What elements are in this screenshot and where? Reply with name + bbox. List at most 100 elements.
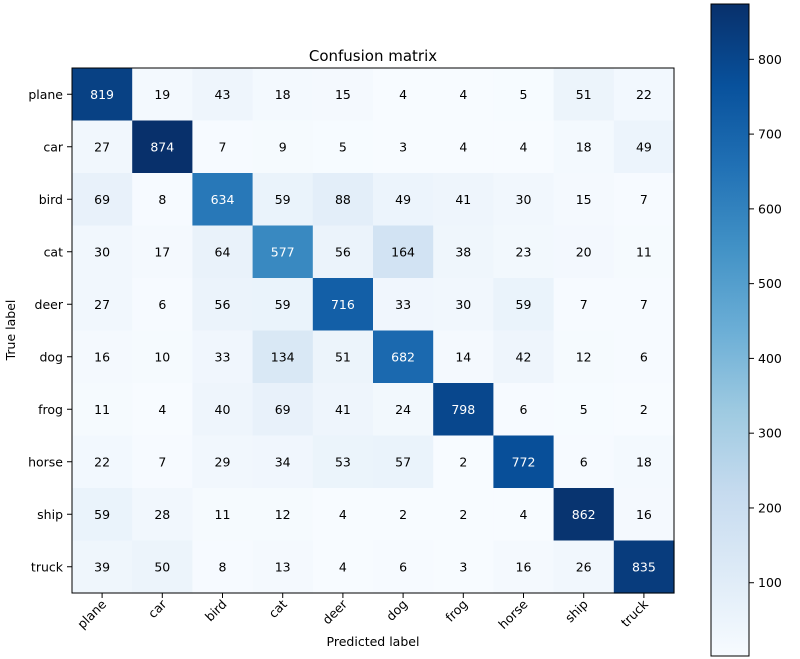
cell-value-label: 3 <box>459 559 467 574</box>
cell-value-label: 7 <box>158 454 166 469</box>
heatmap-cell <box>72 68 133 122</box>
cell-value-label: 69 <box>275 402 291 417</box>
heatmap-cell <box>252 330 314 384</box>
heatmap-cell <box>312 488 374 542</box>
heatmap-cell <box>373 383 434 437</box>
y-tick-label: cat <box>44 244 64 259</box>
heatmap-cell <box>493 173 555 227</box>
x-tick-label: horse <box>495 596 531 632</box>
cell-value-label: 59 <box>94 507 110 522</box>
cell-value-label: 11 <box>636 244 652 259</box>
cell-value-label: 18 <box>576 139 592 154</box>
cell-value-label: 2 <box>640 402 648 417</box>
cell-value-label: 7 <box>640 297 648 312</box>
cell-value-label: 6 <box>520 402 528 417</box>
heatmap-cell <box>613 173 675 227</box>
heatmap-cell <box>192 435 254 489</box>
heatmap-cell <box>613 488 675 542</box>
y-tick-label: dog <box>39 349 63 364</box>
heatmap-cell <box>132 540 193 594</box>
heatmap-cell <box>553 120 615 174</box>
heatmap-cell <box>553 488 615 542</box>
heatmap-cell <box>373 225 434 279</box>
colorbar-tick-label: 800 <box>758 52 782 67</box>
cell-value-label: 4 <box>339 559 347 574</box>
cell-value-label: 16 <box>94 349 110 364</box>
heatmap-cell <box>553 540 615 594</box>
heatmap-cell <box>252 488 314 542</box>
cell-value-label: 29 <box>215 454 231 469</box>
heatmap-cell <box>252 120 314 174</box>
heatmap-cell <box>252 383 314 437</box>
cell-value-label: 56 <box>215 297 231 312</box>
heatmap-cell <box>252 68 314 122</box>
cell-value-label: 41 <box>335 402 351 417</box>
heatmap-cell <box>553 225 615 279</box>
cell-value-label: 5 <box>580 402 588 417</box>
heatmap-cell <box>192 68 254 122</box>
colorbar-tick-label: 100 <box>758 575 782 590</box>
heatmap-cell <box>433 173 494 227</box>
cell-value-label: 862 <box>572 507 596 522</box>
cell-value-label: 53 <box>335 454 351 469</box>
colorbar-tick-label: 500 <box>758 276 782 291</box>
heatmap-cell <box>373 120 434 174</box>
heatmap-cell <box>72 488 133 542</box>
y-tick-label: ship <box>37 507 63 522</box>
y-tick-label: car <box>43 139 64 154</box>
heatmap-cell <box>312 383 374 437</box>
cell-value-label: 20 <box>576 244 592 259</box>
heatmap-cell <box>433 435 494 489</box>
cell-value-label: 38 <box>455 244 471 259</box>
cell-value-label: 26 <box>576 559 592 574</box>
cell-value-label: 577 <box>271 244 295 259</box>
cell-value-label: 6 <box>399 559 407 574</box>
cell-value-label: 24 <box>395 402 411 417</box>
colorbar-ticks: 100 200 300 400 500 600 700 800 <box>749 52 782 590</box>
x-axis-label: Predicted label <box>327 634 420 649</box>
heatmap-cells <box>72 68 675 594</box>
cell-value-label: 49 <box>395 192 411 207</box>
cell-value-label: 12 <box>275 507 291 522</box>
x-axis-ticks: plane car bird cat deer dog frog horse ship truck <box>74 593 652 632</box>
cell-value-label: 6 <box>580 454 588 469</box>
cell-value-label: 22 <box>94 454 110 469</box>
cell-value-label: 10 <box>154 349 170 364</box>
cell-value-label: 798 <box>451 402 475 417</box>
cell-value-label: 11 <box>94 402 110 417</box>
heatmap-cell <box>613 68 675 122</box>
x-tick-label: bird <box>202 597 230 625</box>
y-tick-label: bird <box>39 192 63 207</box>
heatmap-cell <box>373 540 434 594</box>
cell-value-label: 33 <box>215 349 231 364</box>
heatmap-cell <box>132 383 193 437</box>
heatmap-cell <box>493 488 555 542</box>
heatmap-cell <box>433 120 494 174</box>
cell-value-label: 33 <box>395 297 411 312</box>
cell-value-label: 69 <box>94 192 110 207</box>
cell-value-label: 682 <box>391 349 415 364</box>
cell-value-label: 772 <box>512 454 536 469</box>
cell-value-label: 7 <box>640 192 648 207</box>
heatmap-cell <box>613 278 675 332</box>
x-tick-label: dog <box>383 597 410 624</box>
heatmap-cell <box>192 383 254 437</box>
heatmap-cell <box>613 330 675 384</box>
colorbar-tick-label: 300 <box>758 426 782 441</box>
y-axis-label: True label <box>3 300 18 362</box>
heatmap-cell <box>132 120 193 174</box>
heatmap-cell <box>433 330 494 384</box>
heatmap-cell <box>252 225 314 279</box>
heatmap-cell <box>312 68 374 122</box>
cell-value-label: 15 <box>335 87 351 102</box>
cell-value-label: 6 <box>640 349 648 364</box>
cell-value-label: 4 <box>399 87 407 102</box>
cell-value-label: 634 <box>211 192 235 207</box>
cell-value-label: 4 <box>459 139 467 154</box>
heatmap-cell <box>373 488 434 542</box>
cell-value-label: 3 <box>399 139 407 154</box>
heatmap-cell <box>252 435 314 489</box>
heatmap-cell <box>312 173 374 227</box>
